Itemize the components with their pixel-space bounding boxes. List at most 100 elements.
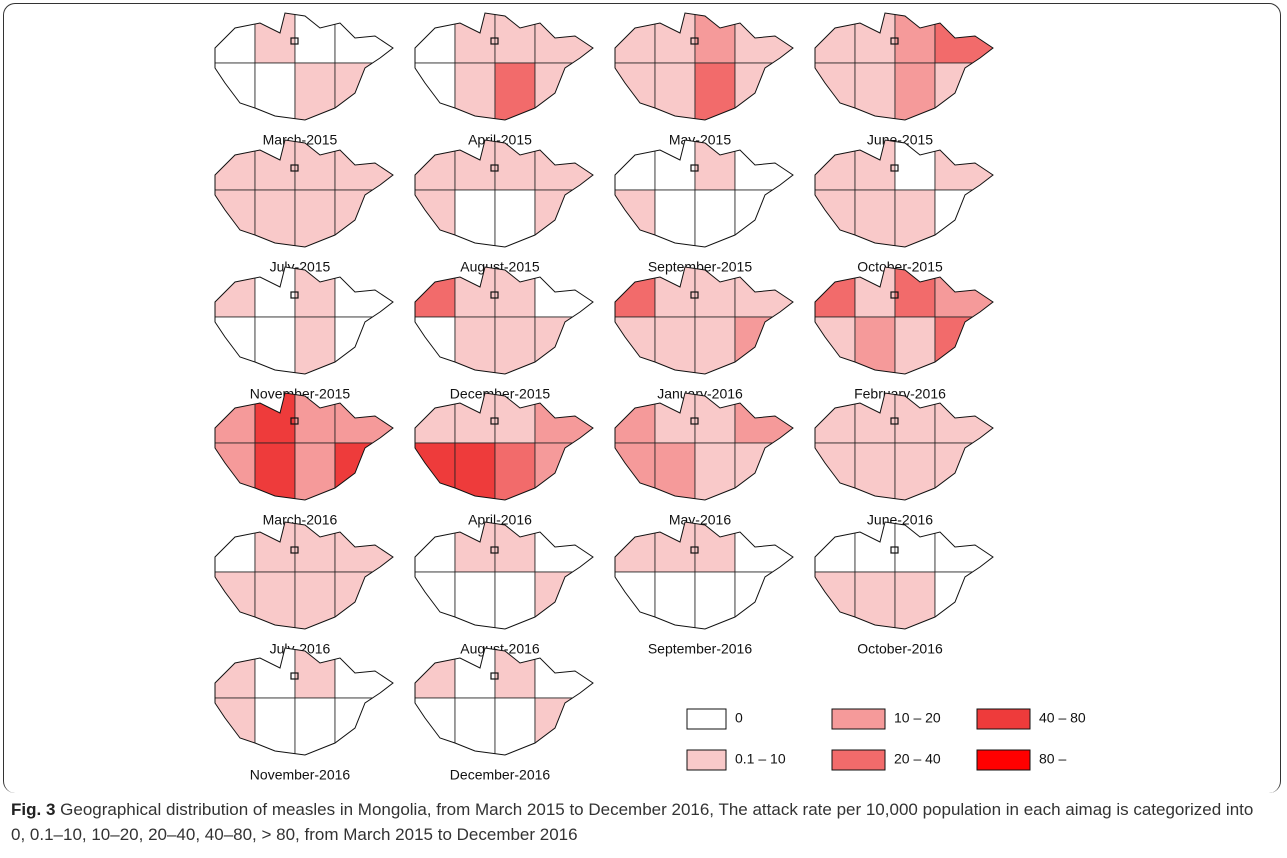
map-panel: October-2016 bbox=[814, 521, 994, 657]
capital-marker bbox=[290, 546, 299, 554]
aimag-region bbox=[534, 442, 593, 500]
aimag-region bbox=[815, 140, 856, 191]
aimag-region bbox=[934, 267, 993, 318]
map-panel: December-2016 bbox=[414, 647, 594, 783]
panel-label: February-2016 bbox=[854, 386, 946, 402]
aimag-region bbox=[494, 316, 536, 374]
capital-marker bbox=[290, 417, 299, 425]
aimag-region bbox=[615, 316, 656, 374]
aimag-region bbox=[615, 13, 656, 64]
aimag-region bbox=[734, 442, 793, 500]
aimag-region bbox=[934, 522, 993, 573]
aimag-region bbox=[734, 13, 793, 64]
aimag-region bbox=[815, 13, 856, 64]
aimag-region bbox=[215, 267, 256, 318]
legend-swatch bbox=[976, 749, 1031, 771]
legend-label: 20 – 40 bbox=[894, 751, 941, 767]
aimag-region bbox=[415, 62, 456, 120]
panel-label: March-2016 bbox=[263, 512, 338, 528]
aimag-region bbox=[854, 13, 896, 64]
aimag-region bbox=[215, 393, 256, 444]
aimag-region bbox=[415, 442, 456, 500]
country-outline bbox=[414, 521, 594, 630]
panel-label: June-2016 bbox=[867, 512, 933, 528]
aimag-region bbox=[615, 522, 656, 573]
aimag-region bbox=[334, 140, 393, 191]
map-panel: January-2016 bbox=[614, 266, 794, 402]
panel-label: November-2015 bbox=[250, 386, 351, 402]
country-outline bbox=[414, 266, 594, 375]
caption: Fig. 3 Geographical distribution of meas… bbox=[11, 797, 1261, 847]
capital-marker bbox=[490, 546, 499, 554]
panel-label: March-2015 bbox=[263, 132, 338, 148]
aimag-region bbox=[534, 697, 593, 755]
aimag-region bbox=[534, 316, 593, 374]
aimag-region bbox=[694, 189, 736, 247]
aimag-region bbox=[415, 13, 456, 64]
legend-swatch bbox=[831, 749, 886, 771]
aimag-region bbox=[334, 316, 393, 374]
map-panel: September-2015 bbox=[614, 139, 794, 275]
aimag-region bbox=[934, 571, 993, 629]
panel-label: October-2015 bbox=[857, 259, 943, 275]
map-panel: December-2015 bbox=[414, 266, 594, 402]
capital-marker bbox=[690, 546, 699, 554]
capital-marker bbox=[890, 417, 899, 425]
aimag-region bbox=[734, 393, 793, 444]
aimag-region bbox=[494, 571, 536, 629]
aimag-region bbox=[294, 13, 336, 64]
aimag-region bbox=[894, 316, 936, 374]
aimag-region bbox=[294, 189, 336, 247]
country-outline bbox=[814, 392, 994, 501]
country-outline bbox=[214, 392, 394, 501]
map-panel: March-2015 bbox=[214, 12, 394, 148]
aimag-region bbox=[815, 316, 856, 374]
aimag-region bbox=[734, 62, 793, 120]
legend-label: 10 – 20 bbox=[894, 710, 941, 726]
capital-marker bbox=[890, 291, 899, 299]
aimag-region bbox=[215, 140, 256, 191]
aimag-region bbox=[494, 189, 536, 247]
aimag-region bbox=[934, 13, 993, 64]
aimag-region bbox=[894, 13, 936, 64]
country-outline bbox=[814, 12, 994, 121]
capital-marker bbox=[290, 164, 299, 172]
panel-label: October-2016 bbox=[857, 641, 943, 657]
capital-marker bbox=[890, 37, 899, 45]
aimag-region bbox=[334, 697, 393, 755]
country-outline bbox=[414, 12, 594, 121]
capital-marker bbox=[490, 417, 499, 425]
aimag-region bbox=[215, 62, 256, 120]
map-panel: November-2016 bbox=[214, 647, 394, 783]
aimag-region bbox=[415, 189, 456, 247]
map-panel: August-2016 bbox=[414, 521, 594, 657]
capital-marker bbox=[890, 164, 899, 172]
aimag-region bbox=[334, 62, 393, 120]
legend-swatch bbox=[976, 708, 1031, 730]
aimag-region bbox=[415, 571, 456, 629]
capital-marker bbox=[290, 37, 299, 45]
aimag-region bbox=[334, 648, 393, 699]
aimag-region bbox=[815, 62, 856, 120]
aimag-region bbox=[494, 697, 536, 755]
capital-marker bbox=[490, 37, 499, 45]
legend-label: 40 – 80 bbox=[1039, 710, 1086, 726]
aimag-region bbox=[334, 189, 393, 247]
aimag-region bbox=[494, 62, 536, 120]
panel-label: June-2015 bbox=[867, 132, 933, 148]
aimag-region bbox=[415, 393, 456, 444]
aimag-region bbox=[215, 442, 256, 500]
aimag-region bbox=[454, 189, 496, 247]
aimag-region bbox=[334, 13, 393, 64]
aimag-region bbox=[415, 648, 456, 699]
country-outline bbox=[814, 139, 994, 248]
country-outline bbox=[414, 647, 594, 756]
map-panel: June-2016 bbox=[814, 392, 994, 528]
aimag-region bbox=[934, 140, 993, 191]
map-panel: October-2015 bbox=[814, 139, 994, 275]
country-outline bbox=[214, 521, 394, 630]
country-outline bbox=[214, 647, 394, 756]
map-panel: February-2016 bbox=[814, 266, 994, 402]
aimag-region bbox=[215, 316, 256, 374]
